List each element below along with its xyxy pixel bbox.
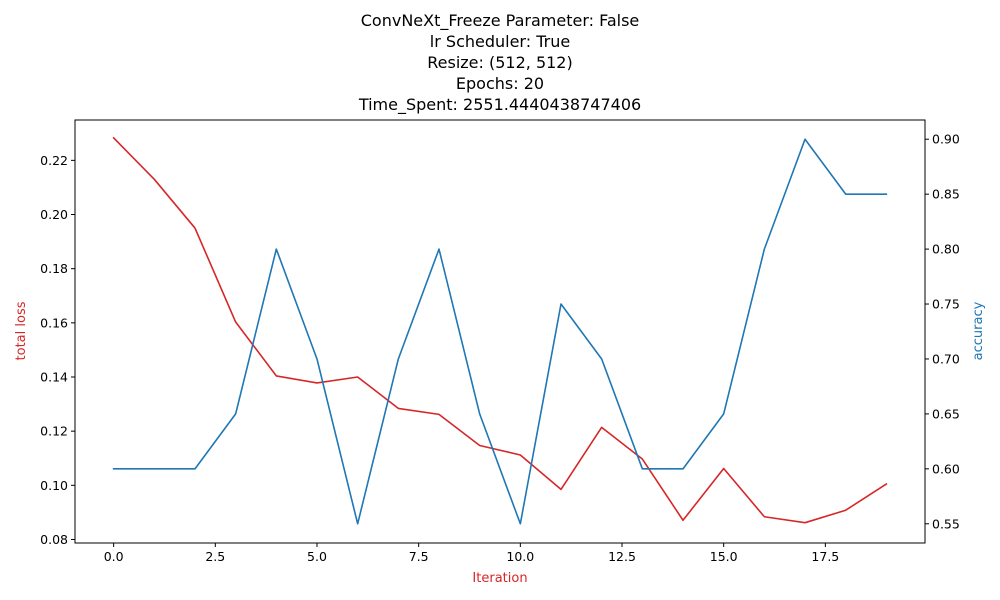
y-axis-left: 0.08 0.10 0.12 0.14 0.16 0.18 0.20 0.22 [40,153,75,547]
y-axis-right-label: accuracy [971,301,986,360]
y-right-tick-label: 0.75 [932,297,960,312]
y-left-tick-label: 0.16 [40,315,68,330]
y-left-tick-label: 0.08 [40,532,68,547]
x-tick-label: 2.5 [205,549,225,564]
series-layer [112,136,888,525]
x-tick-label: 17.5 [811,549,839,564]
x-tick-label: 10.0 [506,549,534,564]
y-left-tick-label: 0.18 [40,261,68,276]
chart-title: ConvNeXt_Freeze Parameter: False lr Sche… [0,10,1000,115]
y-left-tick-label: 0.20 [40,207,68,222]
y-right-tick-label: 0.85 [932,187,960,202]
x-axis-label: Iteration [472,571,527,586]
x-axis: 0.0 2.5 5.0 7.5 10.0 12.5 15.0 17.5 [104,543,839,564]
x-tick-label: 15.0 [710,549,738,564]
y-right-tick-label: 0.70 [932,351,960,366]
x-tick-label: 12.5 [608,549,636,564]
y-left-tick-label: 0.14 [40,369,68,384]
y-left-tick-label: 0.12 [40,424,68,439]
title-line-time: Time_Spent: 2551.4440438747406 [358,95,642,114]
title-line-epochs: Epochs: 20 [455,74,545,93]
y-axis-right: 0.55 0.60 0.65 0.70 0.75 0.80 0.85 0.90 [925,132,960,531]
accuracy-series-line [112,138,888,525]
y-right-tick-label: 0.80 [932,242,960,257]
title-line-resize: Resize: (512, 512) [427,53,573,72]
y-axis-left-label: total loss [14,301,29,360]
y-left-tick-label: 0.22 [40,153,68,168]
title-line-model: ConvNeXt_Freeze Parameter: False [360,11,640,30]
y-left-tick-label: 0.10 [40,478,68,493]
y-right-tick-label: 0.90 [932,132,960,147]
y-right-tick-label: 0.60 [932,461,960,476]
x-tick-label: 7.5 [409,549,429,564]
loss-series-line [112,136,888,524]
plot-frame [74,119,926,544]
y-right-tick-label: 0.65 [932,406,960,421]
y-right-tick-label: 0.55 [932,516,960,531]
x-tick-label: 5.0 [307,549,327,564]
title-line-scheduler: lr Scheduler: True [429,32,571,51]
x-tick-label: 0.0 [104,549,124,564]
